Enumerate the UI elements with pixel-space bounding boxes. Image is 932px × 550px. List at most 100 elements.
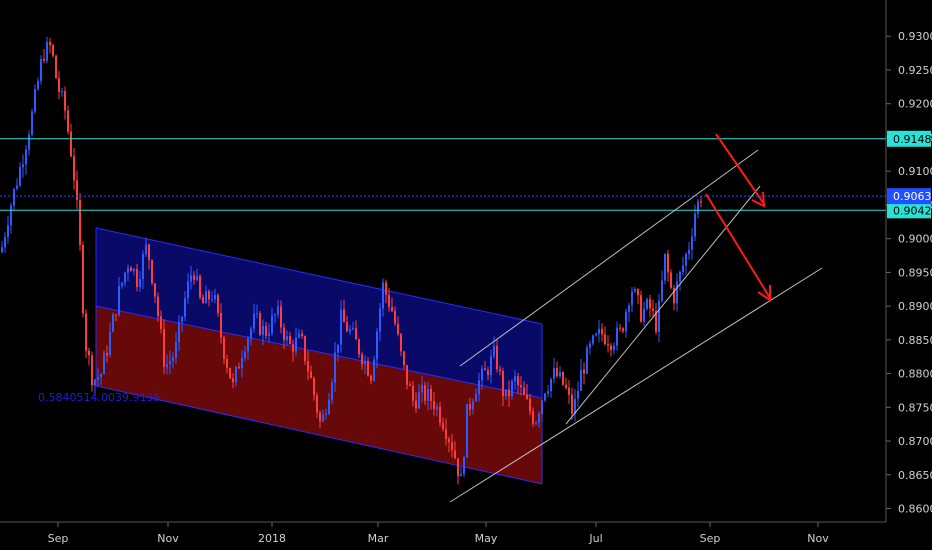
candle-down xyxy=(403,351,405,365)
candle-down xyxy=(640,295,642,322)
candle-up xyxy=(172,357,174,361)
candle-up xyxy=(679,271,681,282)
candle-down xyxy=(457,458,459,477)
channel-level-label: 0.5840514.0039.9135 xyxy=(38,391,160,404)
candle-up xyxy=(577,390,579,399)
candle-down xyxy=(319,412,321,422)
candle-up xyxy=(169,360,171,365)
candle-down xyxy=(517,376,519,386)
candle-up xyxy=(373,359,375,381)
time-tick-label: May xyxy=(475,532,498,545)
candle-down xyxy=(199,275,201,298)
candle-up xyxy=(4,237,6,248)
time-tick-label: 2018 xyxy=(258,532,286,545)
arrow-long-line xyxy=(705,193,771,299)
candle-down xyxy=(607,343,609,346)
candle-up xyxy=(595,333,597,336)
candle-up xyxy=(37,80,39,90)
candle-up xyxy=(628,305,630,312)
candle-down xyxy=(223,337,225,360)
candle-down xyxy=(556,368,558,377)
candle-down xyxy=(310,371,312,379)
candle-down xyxy=(409,384,411,386)
candle-up xyxy=(475,393,477,402)
candle-down xyxy=(229,367,231,379)
candle-up xyxy=(349,329,351,332)
candle-down xyxy=(202,297,204,304)
candle-up xyxy=(541,400,543,415)
candle-up xyxy=(247,338,249,352)
candle-down xyxy=(568,387,570,395)
candle-down xyxy=(49,41,51,46)
candle-up xyxy=(22,164,24,168)
candle-up xyxy=(184,298,186,317)
time-axis[interactable]: Sep Nov 2018 Mar May Jul Sep Nov xyxy=(48,522,830,545)
candle-up xyxy=(268,333,270,336)
candle-up xyxy=(46,41,48,61)
candle-down xyxy=(343,309,345,323)
candle-up xyxy=(25,149,27,165)
candle-up xyxy=(187,281,189,299)
candle-up xyxy=(10,205,12,226)
time-tick-label: Sep xyxy=(700,532,721,545)
candle-down xyxy=(136,269,138,288)
candle-up xyxy=(214,295,216,300)
candle-down xyxy=(655,310,657,332)
candle-down xyxy=(355,328,357,340)
candle-up xyxy=(322,414,324,422)
candle-up xyxy=(589,343,591,348)
price-tick-label: 0.8600 xyxy=(898,503,932,516)
candle-up xyxy=(118,285,120,316)
channel-mid-edge xyxy=(95,305,543,399)
candle-down xyxy=(370,375,372,381)
candle-up xyxy=(127,267,129,273)
candle-down xyxy=(649,299,651,309)
candle-up xyxy=(325,414,327,416)
time-tick-label: Nov xyxy=(807,532,829,545)
time-tick-label: Mar xyxy=(368,532,389,545)
candle-up xyxy=(274,314,276,316)
time-tick-label: Sep xyxy=(48,532,69,545)
candle-up xyxy=(538,414,540,423)
candle-down xyxy=(406,364,408,385)
candle-up xyxy=(340,309,342,345)
candle-down xyxy=(238,366,240,369)
descending-channel xyxy=(95,227,543,485)
candle-up xyxy=(235,366,237,383)
candle-down xyxy=(220,312,222,338)
candle-up xyxy=(382,282,384,309)
candle-up xyxy=(436,406,438,410)
candle-up xyxy=(466,403,468,458)
candle-up xyxy=(19,167,21,186)
candle-up xyxy=(196,275,198,280)
candle-up xyxy=(121,282,123,286)
candle-down xyxy=(73,156,75,181)
candlestick-series xyxy=(1,36,702,485)
candle-up xyxy=(124,272,126,283)
level-price-badge-box xyxy=(887,202,931,219)
candle-down xyxy=(526,394,528,399)
candle-up xyxy=(13,188,15,206)
candle-up xyxy=(694,213,696,237)
trendline-lower xyxy=(449,267,823,503)
candle-down xyxy=(469,403,471,410)
candle-up xyxy=(547,391,549,394)
candle-down xyxy=(361,354,363,365)
candle-up xyxy=(490,356,492,375)
candle-up xyxy=(586,347,588,374)
candle-down xyxy=(499,369,501,371)
candle-down xyxy=(529,398,531,412)
candle-down xyxy=(571,394,573,414)
candle-up xyxy=(580,369,582,391)
candle-down xyxy=(307,361,309,372)
candle-up xyxy=(664,253,666,281)
candle-down xyxy=(601,328,603,335)
candle-down xyxy=(283,327,285,341)
channel-bottom-edge xyxy=(95,385,543,485)
current-price-badge-label: 0.9063 xyxy=(893,190,932,203)
